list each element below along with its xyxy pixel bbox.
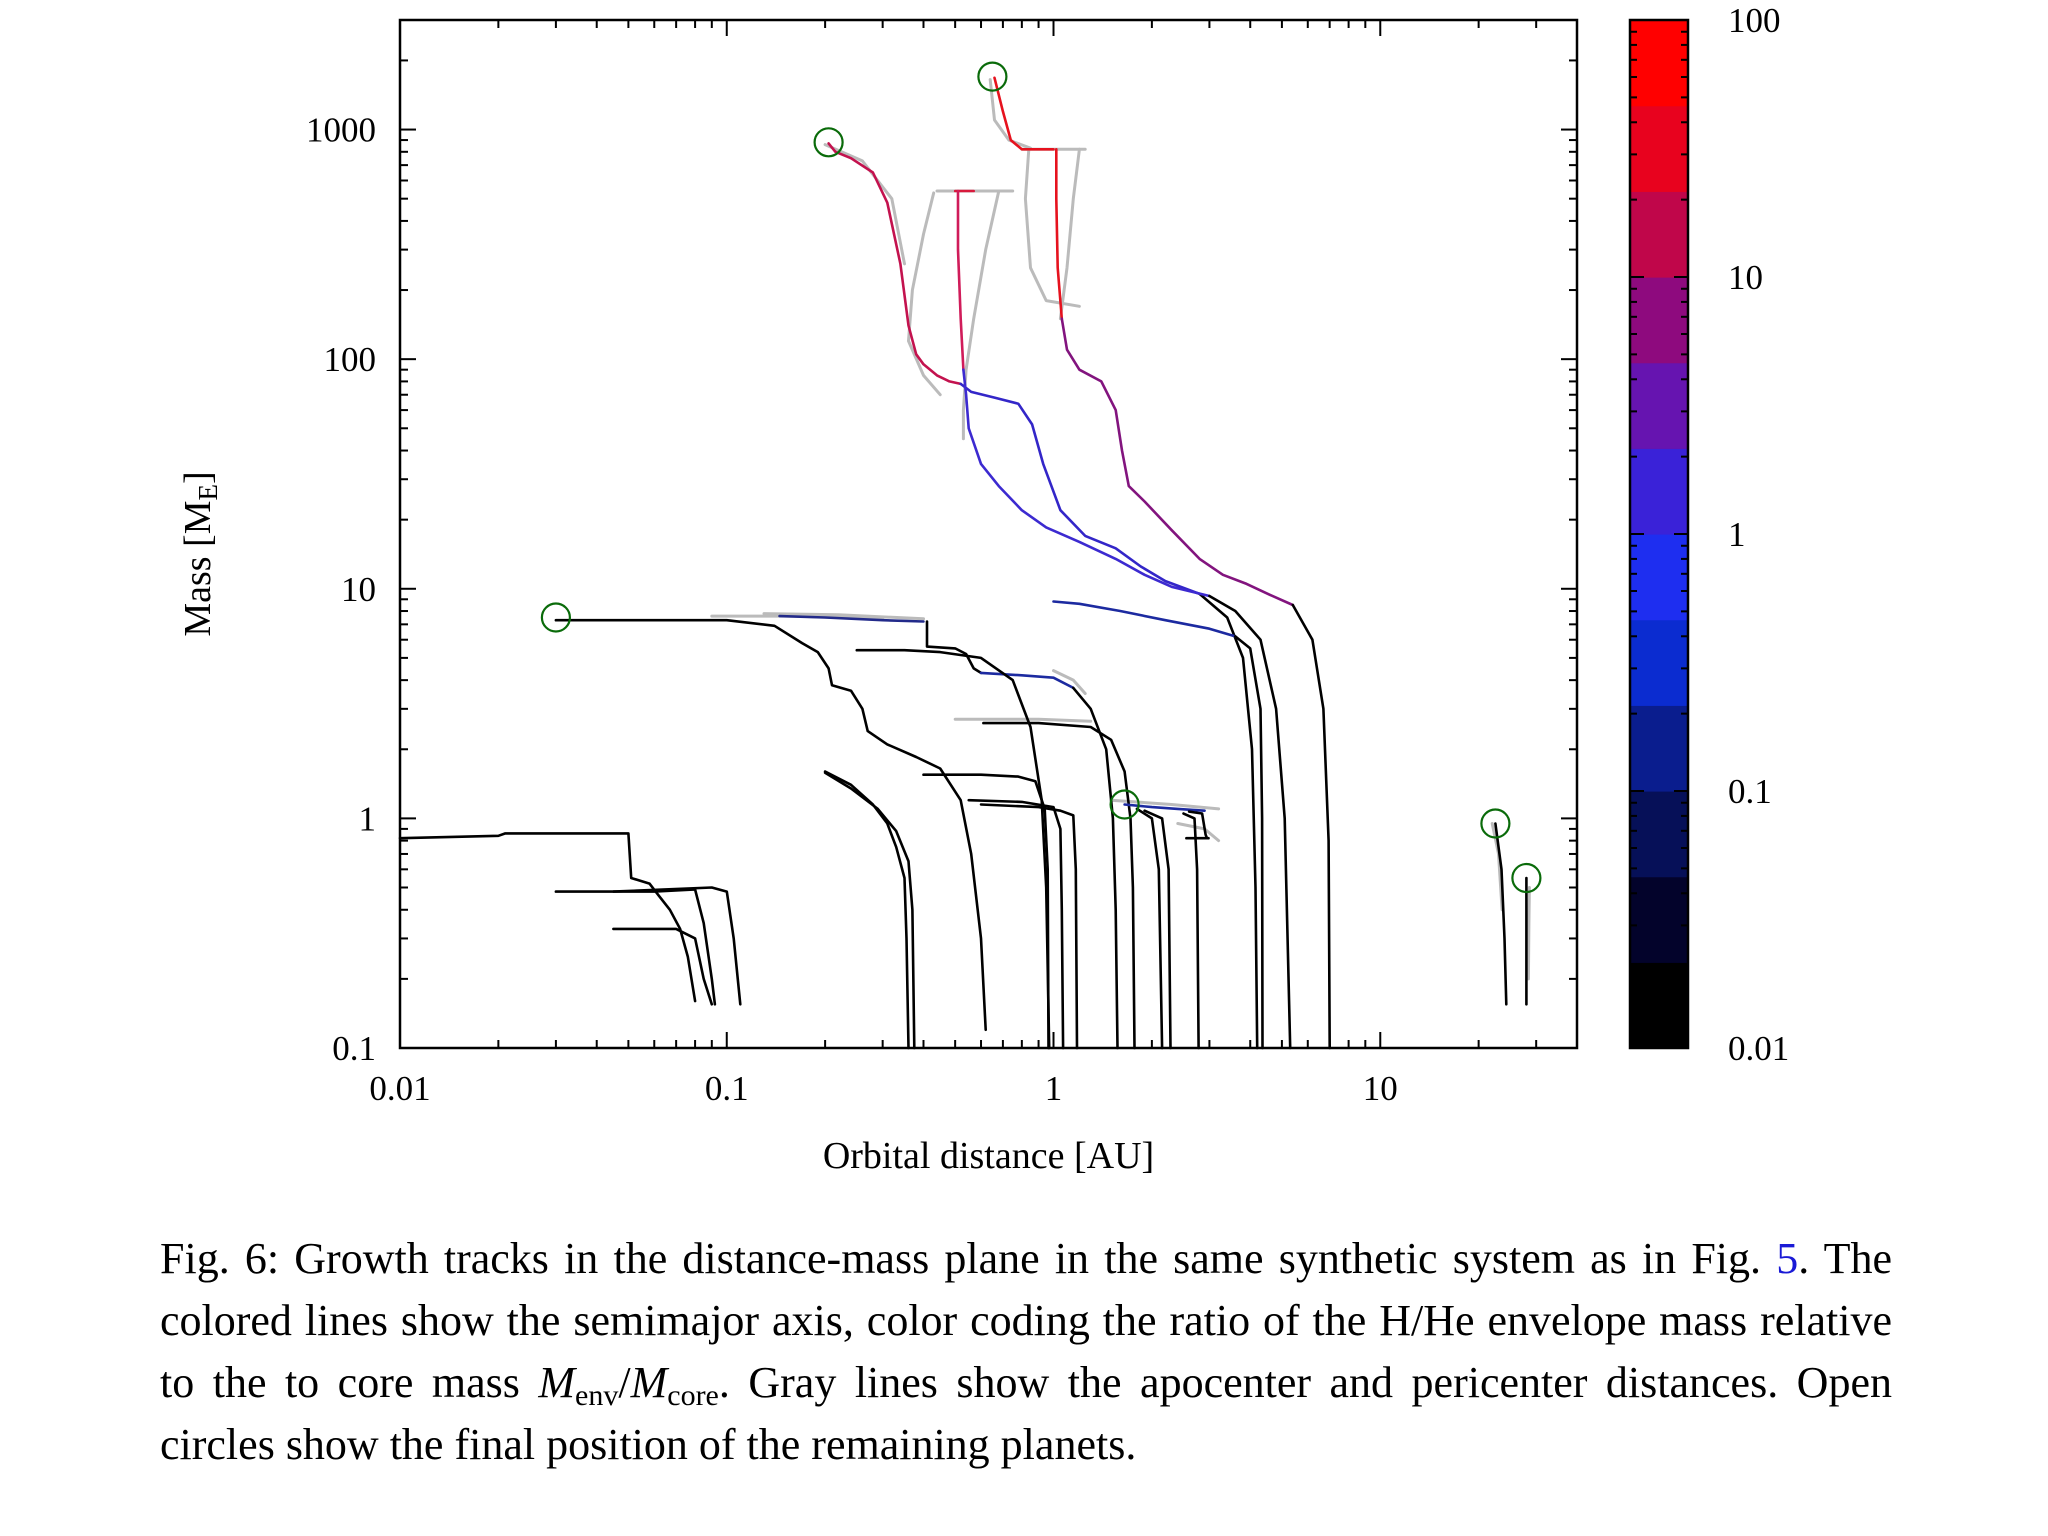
gray-track-9	[762, 612, 925, 621]
growth-track-8	[1055, 148, 1064, 321]
y-axis-label-main: Mass [M	[177, 500, 219, 636]
caption-label: Fig. 6:	[160, 1234, 280, 1283]
caption-slash: /	[618, 1358, 631, 1407]
growth-track-31	[398, 832, 697, 1003]
colorbar-tick-label: 0.01	[1728, 1029, 1789, 1068]
gray-tracks-layer	[710, 78, 1531, 981]
colorbar-segment-2	[1630, 791, 1688, 878]
gray-track-15	[1526, 886, 1531, 981]
final-position-marker-3	[1109, 789, 1140, 820]
growth-track-33	[612, 886, 742, 1006]
gray-track-4	[988, 78, 1032, 150]
growth-track-2	[1198, 592, 1259, 1050]
gray-track-7	[823, 143, 906, 266]
colorbar-segment-4	[1630, 619, 1688, 706]
growth-track-13	[925, 620, 983, 675]
caption-text-3: . Gray lines show the apocenter and peri…	[160, 1358, 1892, 1469]
x-tick-label: 0.01	[369, 1069, 430, 1108]
growth-track-25	[1143, 809, 1172, 1050]
colorbar-segment-8	[1630, 277, 1688, 364]
colorbar-segment-1	[1630, 876, 1688, 963]
caption-var-numerator: M	[538, 1358, 576, 1407]
x-tick-label: 0.1	[705, 1069, 749, 1108]
figure-caption: Fig. 6: Growth tracks in the distance-ma…	[160, 1228, 1892, 1476]
colorbar-segment-9	[1630, 191, 1688, 278]
colorbar-tick-label: 100	[1728, 1, 1781, 40]
y-tick-label: 1000	[306, 111, 376, 150]
gray-track-10	[953, 717, 1093, 723]
growth-track-1	[959, 382, 1201, 596]
growth-track-21	[967, 798, 1065, 1050]
colorbar-segment-3	[1630, 705, 1688, 792]
final-position-marker-0	[540, 602, 572, 633]
caption-var-numerator-sub: env	[575, 1379, 619, 1412]
caption-text-1: Growth tracks in the distance-mass plane…	[279, 1234, 1777, 1283]
caption-figure-reference-link[interactable]: 5	[1776, 1234, 1799, 1283]
growth-track-19	[823, 771, 916, 1050]
colorbar-segment-7	[1630, 362, 1688, 449]
growth-track-22	[979, 803, 1079, 1050]
growth-track-7	[993, 76, 1055, 151]
growth-track-16	[855, 648, 1051, 1050]
colorbar-tick-label: 0.1	[1728, 772, 1772, 811]
gray-track-2	[961, 189, 1001, 441]
final-position-marker-2	[977, 61, 1008, 92]
y-tick-label: 10	[341, 570, 376, 609]
colorbar-tick-label: 1	[1728, 515, 1746, 554]
growth-track-28	[1187, 810, 1209, 840]
growth-track-32	[554, 888, 717, 1006]
growth-track-14	[979, 671, 1075, 690]
growth-track-18	[823, 770, 910, 1050]
growth-track-17	[982, 721, 1136, 1050]
y-tick-label: 0.1	[332, 1029, 376, 1068]
growth-tracks-layer	[398, 76, 1528, 1050]
growth-track-29	[1052, 600, 1237, 638]
growth-track-30	[1234, 635, 1264, 1050]
growth-track-0	[827, 142, 963, 386]
final-position-marker-5	[1511, 862, 1542, 894]
caption-var-denominator-sub: core	[667, 1379, 719, 1412]
growth-track-4	[956, 189, 965, 372]
growth-track-12	[778, 614, 925, 623]
colorbar: 0.01 0.1 1 10 100	[1628, 1, 1789, 1068]
y-axis-label-sub: E	[193, 484, 223, 501]
y-axis-label-close: ]	[177, 471, 219, 484]
final-position-markers-layer	[540, 61, 1542, 894]
final-position-marker-1	[813, 127, 844, 158]
y-axis-label: Mass [ME]	[177, 471, 223, 636]
colorbar-segment-5	[1630, 534, 1688, 621]
growth-track-26	[1182, 812, 1200, 1050]
growth-track-35	[1494, 822, 1508, 1006]
caption-text-2: . The colored lines show the semimajor a…	[160, 1234, 1892, 1407]
gray-track-12	[1109, 798, 1221, 811]
colorbar-segment-11	[1630, 20, 1688, 107]
growth-track-6	[1208, 594, 1292, 1050]
growth-track-5	[962, 368, 1211, 598]
colorbar-segment-6	[1630, 448, 1688, 535]
gray-track-1	[907, 191, 942, 397]
gray-track-11	[1052, 669, 1087, 695]
final-position-marker-4	[1480, 808, 1511, 839]
gray-track-5	[1023, 147, 1081, 308]
x-axis-label: Orbital distance [AU]	[823, 1135, 1154, 1177]
plot-frame	[398, 18, 1579, 1050]
x-tick-label: 1	[1045, 1069, 1063, 1108]
colorbar-segment-0	[1630, 962, 1688, 1049]
x-tick-label: 10	[1363, 1069, 1398, 1108]
growth-track-10	[1291, 603, 1331, 1050]
growth-track-34	[612, 927, 714, 1006]
colorbar-tick-label: 10	[1728, 258, 1763, 297]
growth-track-20	[922, 773, 1050, 1050]
y-tick-label: 100	[324, 340, 377, 379]
colorbar-segment-10	[1630, 105, 1688, 192]
growth-track-24	[1135, 807, 1164, 1050]
y-tick-label: 1	[359, 799, 377, 838]
growth-track-15	[1072, 686, 1119, 1050]
caption-var-denominator: M	[630, 1358, 668, 1407]
growth-track-9	[1060, 317, 1295, 607]
gray-track-6	[1058, 147, 1081, 321]
growth-track-11	[554, 618, 988, 1032]
